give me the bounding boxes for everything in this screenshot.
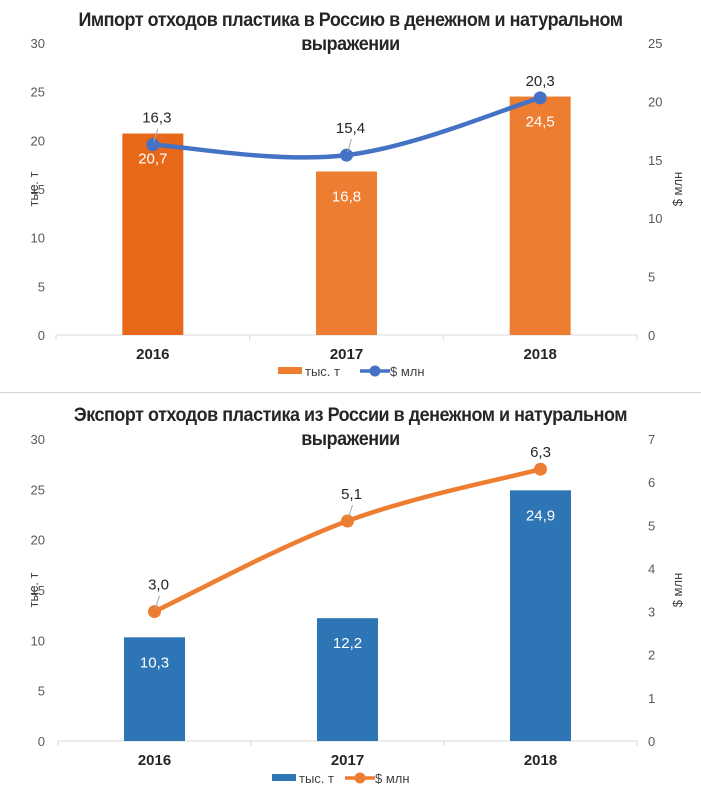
- legend-swatch-bar: [278, 367, 302, 374]
- y-left-tick-label: 15: [31, 583, 45, 598]
- y-right-tick-label: 1: [648, 691, 655, 706]
- line-marker: [341, 514, 354, 528]
- y-right-tick-label: 10: [648, 211, 662, 226]
- y-right-tick-label: 2: [648, 648, 655, 663]
- y-left-axis-title: тыс. т: [26, 572, 41, 607]
- line-data-label: 5,1: [341, 486, 362, 503]
- y-right-tick-label: 5: [648, 270, 655, 285]
- y-left-tick-label: 25: [31, 85, 45, 100]
- y-right-tick-label: 3: [648, 605, 655, 620]
- line-data-label: 20,3: [526, 73, 555, 90]
- y-left-tick-label: 30: [31, 36, 45, 51]
- y-left-tick-label: 10: [31, 231, 45, 246]
- x-tick-label: 2017: [330, 346, 363, 363]
- y-right-tick-label: 7: [648, 432, 655, 447]
- legend-swatch-marker: [369, 365, 381, 377]
- y-left-tick-label: 5: [38, 684, 45, 699]
- bar: [316, 171, 377, 335]
- legend-label-line: $ млн: [390, 364, 425, 379]
- x-tick-label: 2016: [138, 752, 171, 769]
- bar-data-label: 10,3: [140, 654, 169, 671]
- export-chart: Экспорт отходов пластика из России в ден…: [0, 400, 701, 800]
- data-label-leader: [155, 595, 160, 609]
- legend-label-bar: тыс. т: [305, 364, 340, 379]
- bar-data-label: 24,9: [526, 507, 555, 524]
- bar-data-label: 20,7: [138, 151, 167, 168]
- chart-title-line2: выражении: [301, 33, 400, 55]
- chart-title: Импорт отходов пластика в Россию в денеж…: [28, 8, 673, 56]
- legend-label-line: $ млн: [375, 771, 410, 786]
- line-data-label: 15,4: [336, 120, 365, 137]
- line-marker: [148, 605, 161, 619]
- y-right-axis-title: $ млн: [670, 573, 685, 608]
- bar: [509, 96, 571, 336]
- bar-data-label: 12,2: [333, 635, 362, 652]
- legend-label-bar: тыс. т: [299, 771, 334, 786]
- y-right-tick-label: 25: [648, 36, 662, 51]
- chart-divider: [0, 392, 701, 393]
- export-chart-plot: 0 5 10 15 20 25 30 0 1 2 3 4 5 6 7 тыс. т $ млн 10,3 12,2 2…: [26, 432, 685, 786]
- y-left-tick-label: 10: [31, 633, 45, 648]
- y-right-axis-title: $ млн: [670, 172, 685, 207]
- y-left-tick-label: 30: [31, 432, 45, 447]
- chart-title-line1: Экспорт отходов пластика из России в ден…: [73, 404, 628, 426]
- bar: [122, 133, 184, 335]
- y-right-tick-label: 6: [648, 475, 655, 490]
- data-label-leader: [347, 138, 352, 153]
- y-left-tick-label: 25: [31, 482, 45, 497]
- y-left-tick-label: 0: [38, 328, 45, 343]
- line-data-label: 3,0: [148, 577, 169, 594]
- y-left-tick-label: 20: [31, 133, 45, 148]
- y-right-tick-label: 15: [648, 153, 662, 168]
- bar: [124, 637, 185, 741]
- line-data-label: 16,3: [142, 110, 171, 127]
- data-label-leader: [348, 504, 353, 519]
- y-left-tick-label: 5: [38, 279, 45, 294]
- y-left-tick-label: 20: [31, 533, 45, 548]
- line-data-label: 6,3: [530, 444, 551, 461]
- bar-data-label: 24,5: [526, 114, 555, 131]
- y-left-tick-label: 0: [38, 734, 45, 749]
- line-marker: [534, 462, 547, 476]
- x-tick-label: 2016: [136, 346, 169, 363]
- import-chart-plot: 0 5 10 15 20 25 30 0 5 10 15 20 25 тыс. т $ млн 20,7 16,…: [26, 36, 685, 379]
- bar-data-label: 16,8: [332, 188, 361, 205]
- data-label-leader: [153, 128, 159, 142]
- y-right-tick-label: 0: [648, 734, 655, 749]
- chart-title: Экспорт отходов пластика из России в ден…: [28, 403, 673, 451]
- chart-title-line2: выражении: [301, 428, 400, 450]
- x-tick-label: 2018: [523, 346, 556, 363]
- bar: [317, 618, 378, 741]
- bar: [510, 490, 571, 741]
- y-right-tick-label: 4: [648, 561, 655, 576]
- y-left-tick-label: 15: [31, 182, 45, 197]
- y-right-tick-label: 20: [648, 94, 662, 109]
- chart-title-line1: Импорт отходов пластика в Россию в денеж…: [78, 9, 623, 31]
- import-chart: Импорт отходов пластика в Россию в денеж…: [0, 0, 701, 392]
- legend-swatch-marker: [354, 772, 366, 784]
- x-tick-label: 2018: [524, 752, 557, 769]
- y-right-tick-label: 0: [648, 328, 655, 343]
- line-marker: [146, 138, 160, 152]
- x-tick-label: 2017: [331, 752, 364, 769]
- y-left-axis-title: тыс. т: [26, 171, 41, 206]
- y-right-tick-label: 5: [648, 518, 655, 533]
- line-marker: [533, 91, 547, 105]
- line-marker: [340, 148, 353, 162]
- legend-swatch-bar: [272, 774, 296, 781]
